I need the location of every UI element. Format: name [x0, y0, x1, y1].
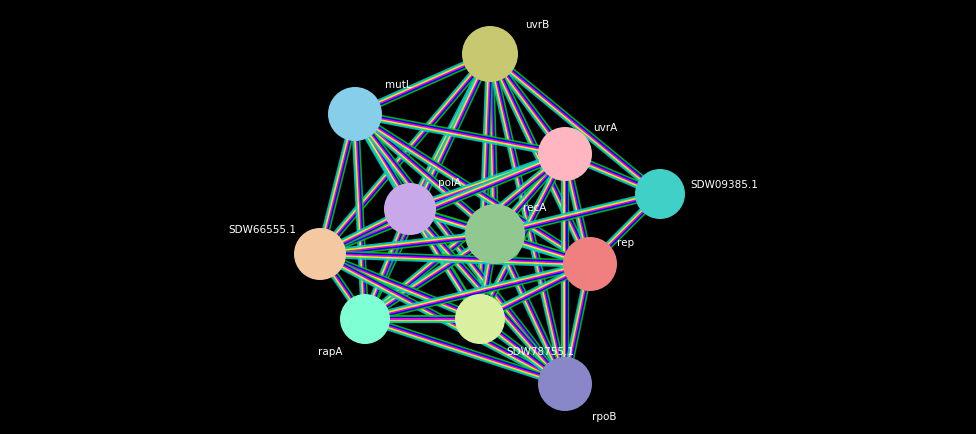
- Circle shape: [455, 294, 505, 344]
- Text: polA: polA: [438, 178, 461, 187]
- Circle shape: [340, 294, 390, 344]
- Circle shape: [462, 27, 518, 83]
- Text: mutL: mutL: [385, 80, 412, 90]
- Circle shape: [538, 357, 592, 411]
- Circle shape: [384, 184, 436, 236]
- Text: uvrB: uvrB: [525, 20, 549, 30]
- Circle shape: [294, 228, 346, 280]
- Circle shape: [538, 128, 592, 181]
- Text: SDW09385.1: SDW09385.1: [690, 180, 758, 190]
- Text: recA: recA: [523, 203, 547, 213]
- Text: rep: rep: [617, 237, 634, 247]
- Text: uvrA: uvrA: [593, 123, 617, 133]
- Circle shape: [328, 88, 382, 141]
- Circle shape: [563, 237, 617, 291]
- Text: rpoB: rpoB: [592, 411, 617, 421]
- Circle shape: [465, 204, 525, 264]
- Circle shape: [635, 170, 685, 220]
- Text: rapA: rapA: [317, 346, 342, 356]
- Text: SDW66555.1: SDW66555.1: [228, 224, 296, 234]
- Text: SDW78755.1: SDW78755.1: [506, 346, 574, 356]
